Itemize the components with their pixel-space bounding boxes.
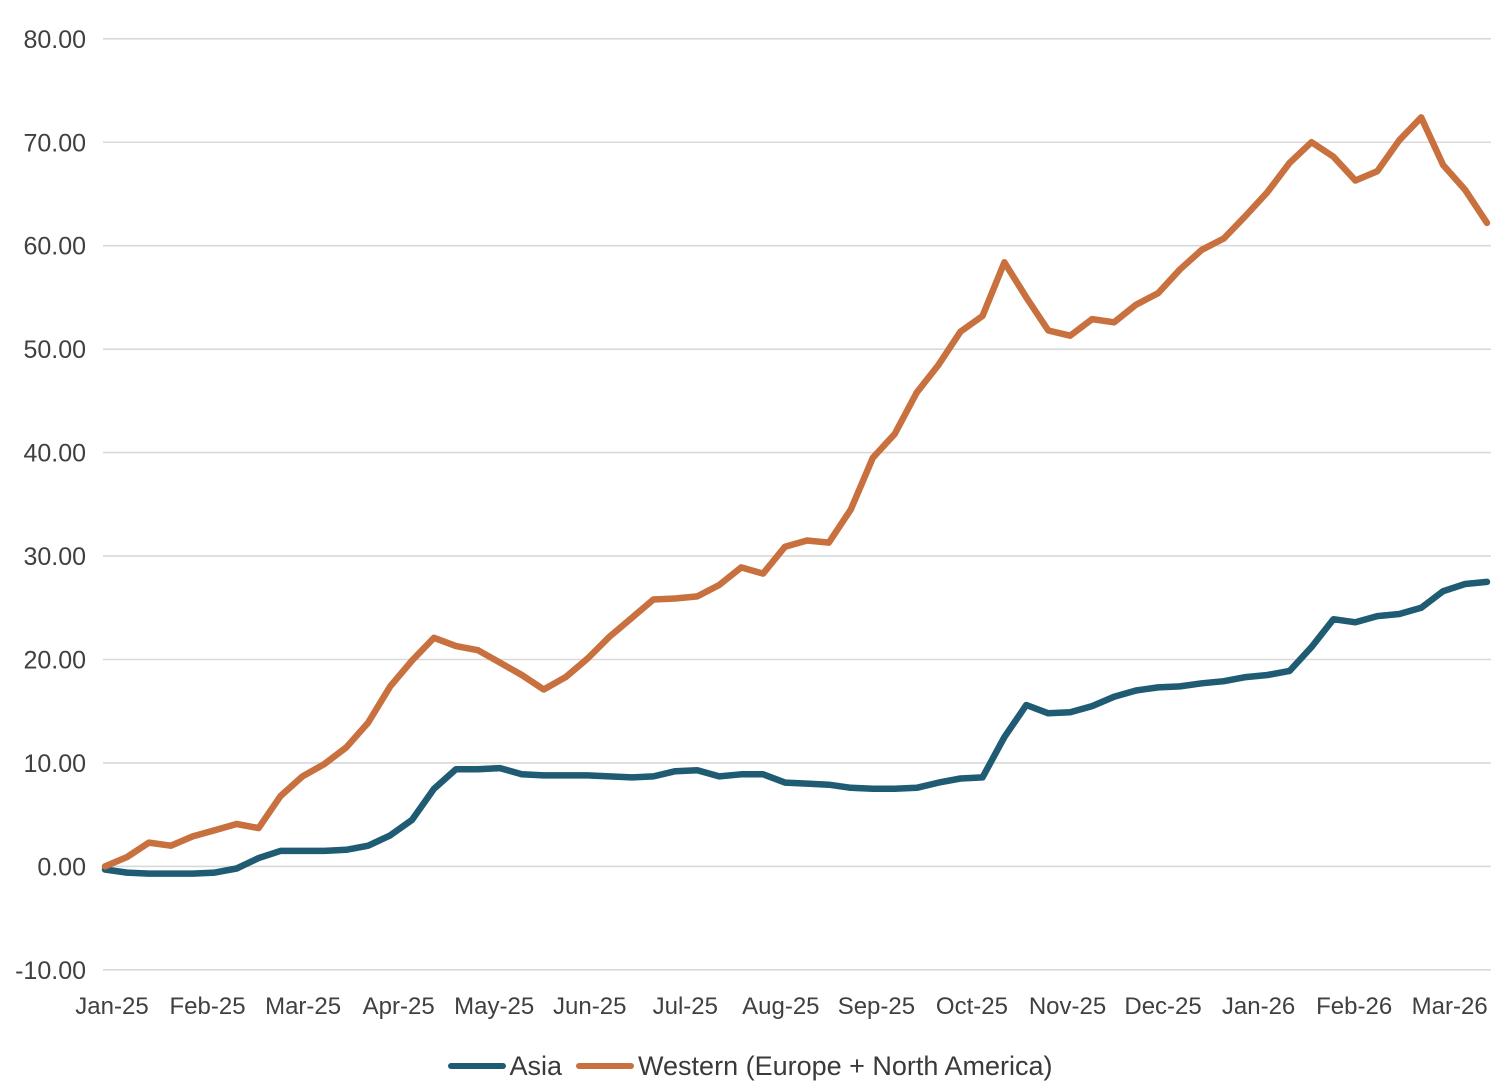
y-axis-tick-label: 30.00: [23, 543, 86, 571]
x-axis-tick-label: Sep-25: [838, 993, 915, 1020]
legend-label-asia: Asia: [509, 1050, 563, 1081]
x-axis-tick-label: Oct-25: [936, 993, 1008, 1020]
x-axis-tick-label: Feb-26: [1316, 993, 1392, 1020]
x-axis: Jan-25 Feb-25 Mar-25 Apr-25 May-25 Jun-25 Jul-…: [75, 993, 1487, 1020]
x-axis-tick-label: Mar-25: [265, 993, 341, 1020]
x-axis-tick-label: Mar-26: [1412, 993, 1488, 1020]
series-line-asia: [101, 578, 1491, 877]
x-axis-tick-label: Jan-25: [75, 993, 148, 1020]
asia-line-swatch-icon: [447, 1063, 506, 1069]
y-axis-tick-label: 80.00: [23, 26, 86, 54]
x-axis-tick-label: Feb-25: [170, 993, 246, 1020]
y-axis-tick-label: 10.00: [23, 750, 86, 778]
legend-item-western[interactable]: Western (Europe + North America): [576, 1051, 1052, 1082]
x-axis-tick-label: Apr-25: [363, 993, 435, 1020]
chart-legend: Asia Western (Europe + North America): [0, 1046, 1500, 1086]
x-axis-tick-label: May-25: [454, 993, 534, 1020]
x-axis-tick-label: Jun-25: [553, 993, 626, 1020]
x-axis-tick-label: Aug-25: [742, 993, 819, 1020]
x-axis-tick-label: Dec-25: [1124, 993, 1201, 1020]
western-line-swatch-icon: [576, 1063, 635, 1069]
legend-label-western: Western (Europe + North America): [638, 1050, 1053, 1081]
legend-item-asia[interactable]: Asia: [447, 1050, 563, 1082]
y-axis: 80.00 70.00 60.00 50.00 40.00 30.00 20.00 10.00…: [15, 26, 86, 985]
x-axis-tick-label: Jan-26: [1222, 993, 1295, 1020]
series-line-western-europe-north-america: [101, 114, 1491, 870]
y-axis-tick-label: 20.00: [23, 647, 86, 675]
x-axis-tick-label: Jul-25: [653, 993, 718, 1020]
y-axis-tick-label: -10.00: [15, 957, 86, 985]
plot-area: [101, 114, 1491, 877]
y-axis-tick-label: 50.00: [23, 336, 86, 364]
y-axis-tick-label: 60.00: [23, 233, 86, 261]
y-axis-tick-label: 70.00: [23, 129, 86, 157]
y-axis-tick-label: 0.00: [37, 853, 86, 881]
x-axis-tick-label: Nov-25: [1029, 993, 1106, 1020]
gridlines: [103, 37, 1491, 971]
y-axis-tick-label: 40.00: [23, 440, 86, 468]
